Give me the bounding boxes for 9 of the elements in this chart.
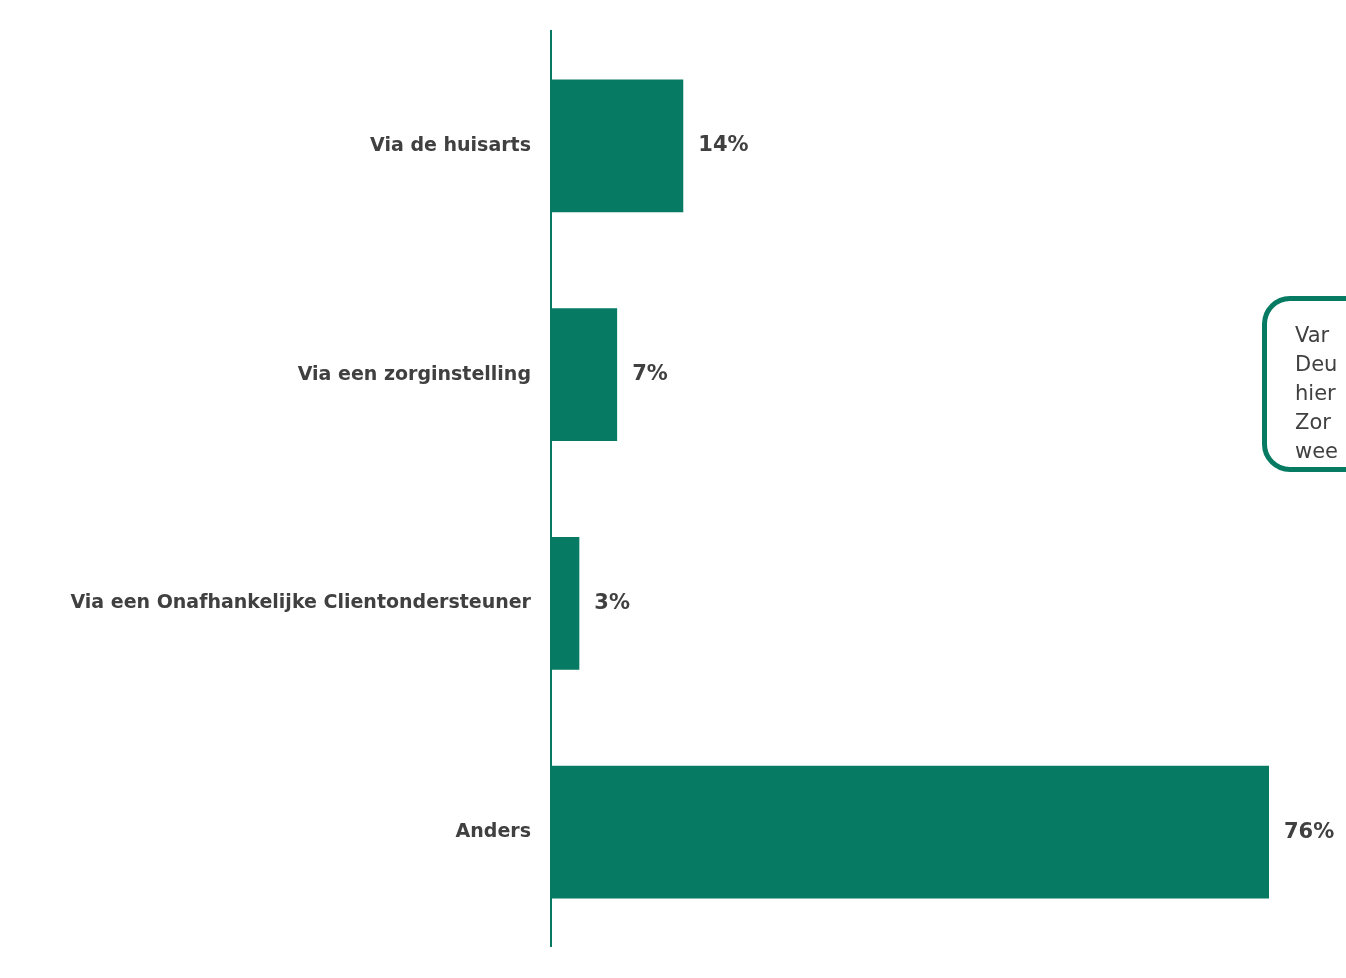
- text: Var Deu hier Zor wee: [1262, 296, 1346, 472]
- data-label: 14%: [698, 132, 749, 157]
- y-tick-label: Via een zorginstelling: [297, 361, 531, 384]
- data-label: 7%: [632, 361, 668, 386]
- y-tick-label: Via de huisarts: [370, 132, 531, 155]
- y-tick-label: Via een Onafhankelijke Clientondersteuner: [70, 590, 532, 613]
- data-label: 76%: [1284, 818, 1335, 843]
- y-tick-label: Anders: [455, 819, 531, 842]
- data-label: 3%: [594, 589, 630, 614]
